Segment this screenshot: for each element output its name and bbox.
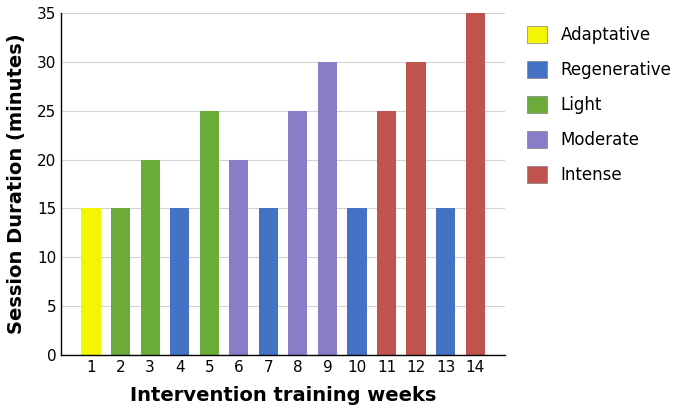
Bar xyxy=(406,62,425,355)
Bar xyxy=(170,208,189,355)
Bar xyxy=(82,208,101,355)
Bar xyxy=(347,208,366,355)
Bar xyxy=(140,159,160,355)
Bar xyxy=(318,62,337,355)
Bar xyxy=(466,13,485,355)
Bar xyxy=(229,159,249,355)
Bar xyxy=(111,208,130,355)
Legend: Adaptative, Regenerative, Light, Moderate, Intense: Adaptative, Regenerative, Light, Moderat… xyxy=(522,21,676,189)
Bar xyxy=(436,208,456,355)
Bar xyxy=(288,111,308,355)
Bar xyxy=(259,208,278,355)
Bar xyxy=(377,111,396,355)
Bar xyxy=(199,111,219,355)
X-axis label: Intervention training weeks: Intervention training weeks xyxy=(130,386,436,405)
Y-axis label: Session Duration (minutes): Session Duration (minutes) xyxy=(7,34,26,334)
